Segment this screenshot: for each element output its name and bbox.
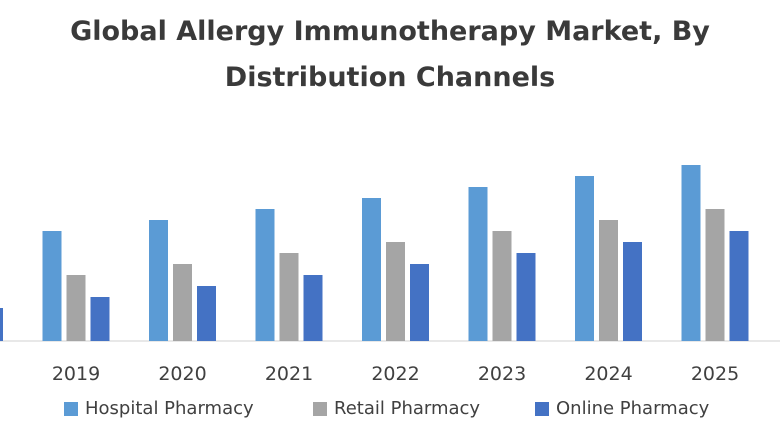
legend-swatch-retail-pharmacy [313, 401, 327, 416]
legend-item-hospital-pharmacy: Hospital Pharmacy [64, 398, 254, 419]
bar-online-pharmacy-2019 [90, 297, 110, 341]
legend-label-retail-pharmacy: Retail Pharmacy [334, 398, 481, 419]
bar-online-pharmacy-2022 [410, 264, 429, 341]
legend-swatch-online-pharmacy [535, 401, 549, 416]
x-tick-label-2025: 2025 [691, 363, 739, 385]
bar-retail-pharmacy-2023 [492, 231, 512, 341]
legend-item-retail-pharmacy: Retail Pharmacy [313, 398, 480, 419]
legend-label-online-pharmacy: Online Pharmacy [556, 398, 710, 419]
bar-retail-pharmacy-2021 [279, 253, 299, 341]
bar-online-pharmacy-2025 [729, 231, 749, 341]
chart-title: Global Allergy Immunotherapy Market, By [70, 16, 710, 47]
x-tick-label-2022: 2022 [371, 363, 419, 385]
bar-online-pharmacy-2023 [516, 253, 536, 341]
bar-retail-pharmacy-2022 [386, 242, 405, 341]
bar-retail-pharmacy-2025 [705, 209, 725, 341]
bar-retail-pharmacy-2020 [173, 264, 192, 341]
x-tick-labels: 2019 2020 2021 2022 2023 2024 2025 [52, 363, 739, 385]
bar-hospital-pharmacy-2024 [575, 176, 594, 341]
bar-hospital-pharmacy-2025 [681, 165, 701, 341]
bar-online-pharmacy-2020 [197, 286, 216, 341]
bar-hospital-pharmacy-2021 [255, 209, 275, 341]
bar-retail-pharmacy-2019 [66, 275, 86, 341]
bar-hospital-pharmacy-2023 [468, 187, 488, 341]
x-tick-label-2024: 2024 [584, 363, 632, 385]
bar-retail-pharmacy-2024 [599, 220, 618, 341]
bar-hospital-pharmacy-2022 [362, 198, 381, 341]
x-tick-label-2021: 2021 [265, 363, 313, 385]
legend-swatch-hospital-pharmacy [64, 401, 78, 416]
x-tick-label-2023: 2023 [478, 363, 526, 385]
bar-hospital-pharmacy-2019 [42, 231, 62, 341]
bar-online-pharmacy-partial-left [0, 308, 3, 341]
legend-item-online-pharmacy: Online Pharmacy [535, 398, 709, 419]
bar-online-pharmacy-2021 [303, 275, 323, 341]
bars-group [0, 165, 749, 341]
bar-online-pharmacy-2024 [623, 242, 642, 341]
chart-subtitle: Distribution Channels [224, 62, 556, 93]
legend: Hospital Pharmacy Retail Pharmacy Online… [0, 398, 780, 424]
legend-label-hospital-pharmacy: Hospital Pharmacy [85, 398, 254, 419]
x-tick-label-2020: 2020 [158, 363, 206, 385]
x-tick-label-2019: 2019 [52, 363, 100, 385]
bar-hospital-pharmacy-2020 [149, 220, 168, 341]
